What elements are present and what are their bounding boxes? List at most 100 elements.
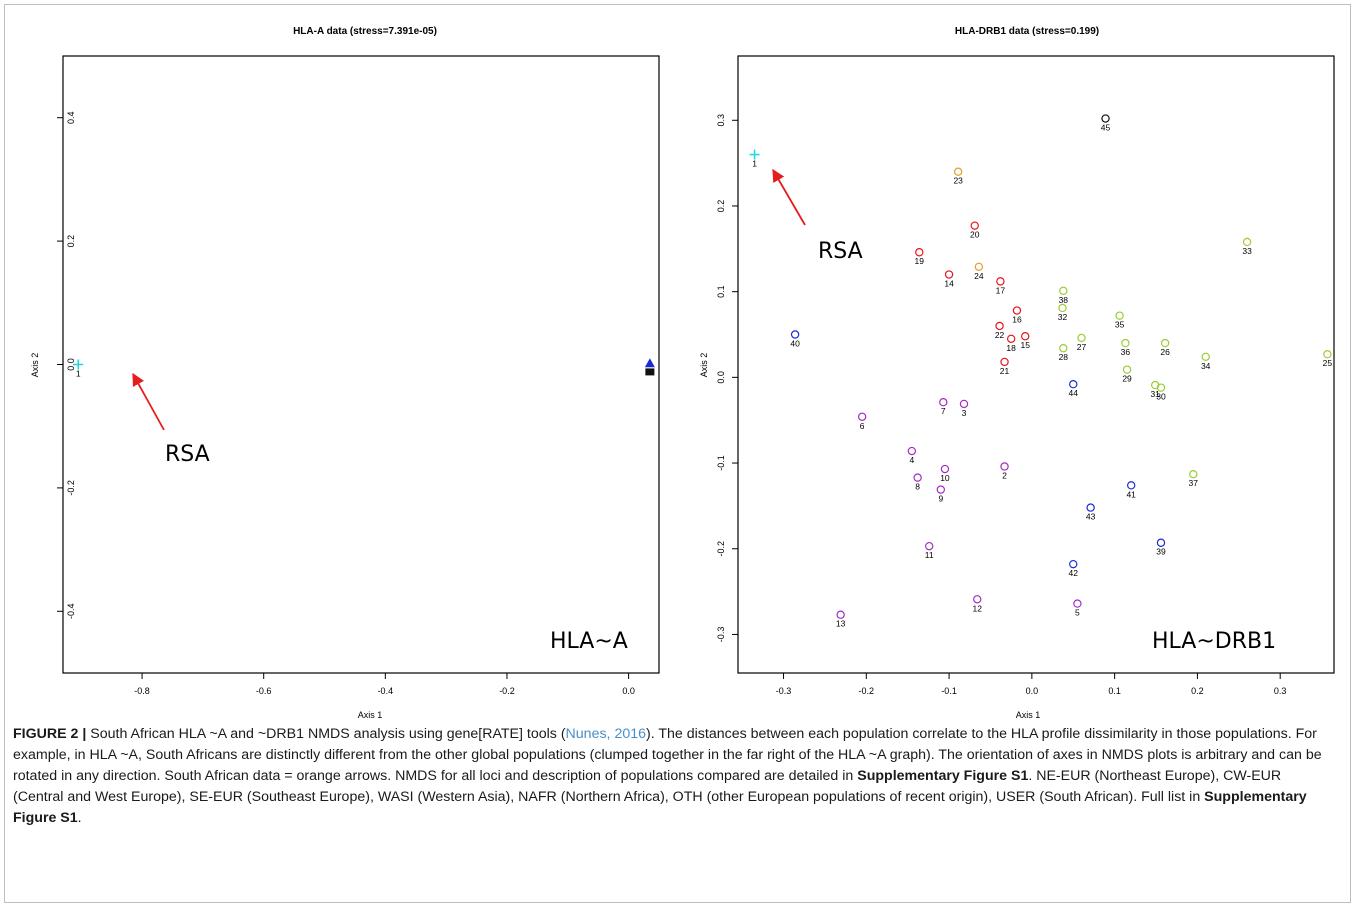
point-label: 15: [1021, 340, 1031, 350]
point-label: 11: [925, 550, 934, 560]
caption-supplementary-ref-1[interactable]: Supplementary Figure S1: [857, 768, 1029, 784]
point-label: 39: [1156, 547, 1166, 557]
data-point-hla-a-1: [644, 358, 655, 368]
x-tick-label: -0.1: [941, 686, 957, 696]
point-label: 24: [974, 271, 984, 281]
point-label: 33: [1242, 246, 1252, 256]
chart-hla-drb1: HLA-DRB1 data (stress=0.199) -0.3 -0.2 -0.…: [699, 26, 1335, 720]
point-label: 21: [1000, 366, 1010, 376]
point-label: 9: [938, 494, 943, 504]
y-tick-label: 0.3: [716, 114, 726, 127]
y-tick-label: 0.0: [66, 358, 76, 371]
figure-frame: [4, 4, 1351, 903]
x-tick-label: 0.0: [622, 686, 635, 696]
point-label: 20: [970, 230, 980, 240]
x-axis-label-hla-a: Axis 1: [358, 710, 383, 720]
point-label: 16: [1012, 315, 1022, 325]
data-point-hla-drb1-8: 8: [913, 473, 922, 492]
data-point-hla-drb1-37: 37: [1189, 469, 1199, 488]
data-point-hla-drb1-1: 1: [749, 149, 760, 169]
y-tick-label: 0.4: [66, 111, 76, 124]
data-point-hla-drb1-24: 24: [974, 262, 984, 281]
x-tick-label: -0.2: [859, 686, 875, 696]
point-label: 25: [1323, 358, 1333, 368]
point-label: 12: [972, 603, 982, 613]
x-tick-label: -0.2: [499, 686, 515, 696]
point-label: 42: [1069, 568, 1079, 578]
y-tick-label: 0.0: [716, 371, 726, 384]
data-point-hla-drb1-36: 36: [1121, 338, 1131, 357]
point-label: 26: [1160, 347, 1170, 357]
data-point-hla-drb1-20: 20: [970, 221, 980, 240]
point-label: 7: [941, 406, 946, 416]
point-label: 43: [1086, 512, 1096, 522]
annotation-rsa-hla-drb1: RSA: [818, 239, 863, 264]
x-tick-label: -0.4: [378, 686, 394, 696]
data-point-hla-drb1-11: 11: [925, 541, 934, 560]
caption-text-1: South African HLA ~A and ~DRB1 NMDS anal…: [86, 726, 566, 742]
caption-label: FIGURE 2 |: [13, 726, 87, 742]
data-point-hla-drb1-17: 17: [996, 277, 1005, 295]
point-label: 30: [1156, 392, 1166, 402]
data-point-hla-drb1-31: 31: [1150, 380, 1160, 399]
point-label: 41: [1126, 489, 1136, 499]
caption-citation-link[interactable]: Nunes, 2016: [565, 726, 647, 742]
data-point-hla-drb1-12: 12: [972, 595, 982, 613]
point-label: 4: [909, 455, 914, 465]
y-tick-label: 0.1: [716, 285, 726, 298]
data-point-hla-drb1-3: 3: [959, 399, 969, 418]
data-point-hla-drb1-23: 23: [953, 167, 963, 186]
data-point-hla-drb1-42: 42: [1069, 559, 1079, 578]
point-label: 45: [1101, 123, 1111, 133]
corner-label-hla-a: HLA~A: [550, 629, 628, 654]
point-label: 8: [915, 482, 920, 492]
point-label: 36: [1121, 347, 1131, 357]
point-label: 22: [995, 330, 1005, 340]
data-point-hla-drb1-32: 32: [1058, 303, 1067, 322]
point-label: 1: [76, 369, 81, 379]
point-label: 1: [752, 159, 757, 169]
point-label: 2: [1002, 470, 1007, 480]
data-point-hla-drb1-26: 26: [1160, 338, 1170, 357]
data-point-hla-drb1-5: 5: [1073, 599, 1082, 618]
point-label: 28: [1059, 352, 1069, 362]
y-axis-label-hla-drb1: Axis 2: [699, 353, 709, 378]
data-point-hla-drb1-15: 15: [1021, 332, 1031, 350]
point-label: 38: [1059, 295, 1069, 305]
point-label: 3: [962, 408, 967, 418]
point-label: 23: [953, 176, 963, 186]
plot-frame-hla-a: [62, 55, 660, 674]
data-point-hla-drb1-33: 33: [1242, 237, 1252, 256]
data-point-hla-drb1-41: 41: [1126, 481, 1136, 499]
y-tick-label: -0.3: [716, 627, 726, 643]
point-label: 35: [1115, 320, 1125, 330]
point-label: 37: [1189, 478, 1199, 488]
point-label: 27: [1077, 342, 1087, 352]
point-label: 18: [1006, 343, 1016, 353]
x-axis-label-hla-drb1: Axis 1: [1016, 710, 1041, 720]
y-tick-label: 0.2: [716, 200, 726, 213]
corner-label-hla-drb1: HLA~DRB1: [1152, 629, 1276, 654]
x-tick-label: -0.6: [256, 686, 272, 696]
y-tick-label: -0.1: [716, 455, 726, 471]
data-point-hla-drb1-7: 7: [939, 398, 948, 416]
data-point-hla-drb1-27: 27: [1077, 333, 1087, 352]
data-point-hla-a-2: [645, 368, 655, 376]
x-tick-label: 0.3: [1274, 686, 1287, 696]
y-tick-label: -0.4: [66, 604, 76, 620]
x-tick-label: 0.1: [1108, 686, 1121, 696]
x-tick-label: 0.2: [1191, 686, 1204, 696]
y-tick-label: -0.2: [66, 480, 76, 496]
y-tick-label: -0.2: [716, 541, 726, 557]
annotation-arrow-hla-a: [132, 372, 165, 431]
data-point-hla-drb1-4: 4: [907, 446, 917, 465]
data-point-hla-drb1-6: 6: [857, 412, 867, 431]
figure-charts: HLA-A data (stress=7.391e-05) -0.8 -0.6 -0…: [30, 26, 1335, 720]
data-point-hla-drb1-2: 2: [1000, 462, 1009, 480]
data-point-hla-drb1-38: 38: [1059, 286, 1069, 305]
caption-supplementary-ref-2[interactable]: Supplementary Figure S1: [13, 789, 1307, 826]
data-point-hla-drb1-44: 44: [1069, 380, 1078, 398]
data-point-hla-drb1-16: 16: [1012, 306, 1022, 325]
point-label: 13: [836, 619, 846, 629]
caption-text-3: . NE-EUR (Northeast Europe), CW-EUR (Cen…: [13, 768, 1282, 805]
